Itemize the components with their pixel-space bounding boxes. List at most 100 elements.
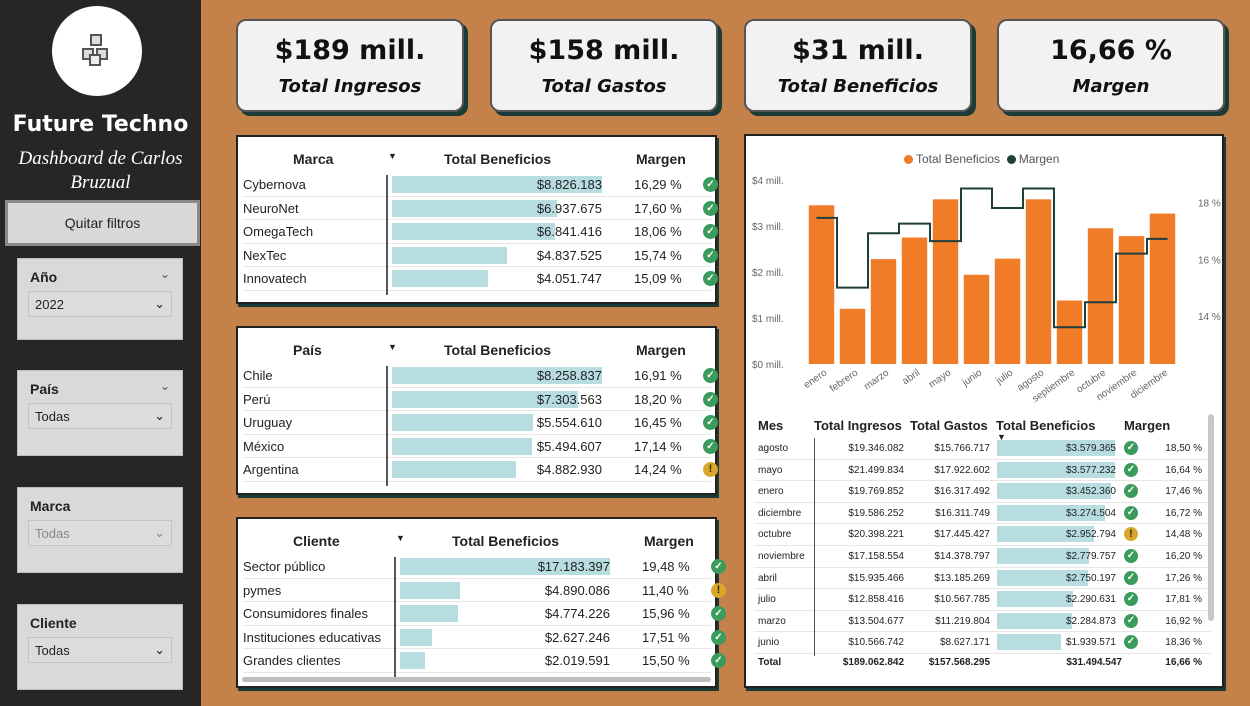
row-label: Grandes clientes bbox=[243, 653, 341, 669]
column-header[interactable]: País bbox=[293, 342, 322, 358]
table-row[interactable]: México $5.494.607 17,14 % ✓ bbox=[243, 435, 718, 459]
table-row[interactable]: Consumidores finales $4.774.226 15,96 % ✓ bbox=[243, 602, 726, 626]
table-row[interactable]: julio $12.858.416 $10.567.785 $2.290.631 ✓ 17… bbox=[754, 589, 1211, 611]
table-row[interactable]: NeuroNet $6.937.675 17,60 % ✓ bbox=[243, 197, 718, 221]
slicer-country-dropdown[interactable]: Todas ⌄ bbox=[28, 403, 172, 429]
column-header[interactable]: Total Beneficios bbox=[452, 533, 560, 549]
check-circle-icon: ✓ bbox=[703, 368, 718, 383]
check-circle-icon: ✓ bbox=[703, 391, 718, 407]
legend-label-beneficios: Total Beneficios bbox=[916, 152, 1001, 166]
column-header[interactable]: Total Beneficios bbox=[996, 418, 1096, 433]
column-header[interactable]: Margen bbox=[1124, 418, 1171, 433]
table-row[interactable]: Innovatech $4.051.747 15,09 % ✓ bbox=[243, 267, 718, 291]
sort-desc-icon: ▼ bbox=[388, 342, 397, 352]
x-tick-label: mayo bbox=[927, 367, 954, 390]
column-header[interactable]: Mes bbox=[758, 418, 784, 433]
table-row[interactable]: pymes $4.890.086 11,40 %! bbox=[243, 579, 726, 603]
row-beneficios: $3.274.504 bbox=[1065, 507, 1116, 519]
column-header[interactable]: Total Beneficios bbox=[444, 151, 552, 167]
slicer-client: Cliente Todas ⌄ bbox=[17, 604, 183, 690]
data-bar bbox=[997, 504, 1105, 521]
column-header[interactable]: Margen bbox=[636, 151, 686, 167]
table-row[interactable]: NexTec $4.837.525 15,74 % ✓ bbox=[243, 244, 718, 268]
table-row[interactable]: diciembre $19.586.252 $16.311.749 $3.274.50… bbox=[754, 503, 1211, 525]
column-header[interactable]: Margen bbox=[636, 342, 686, 358]
slicer-brand-dropdown[interactable]: Todas ⌄ bbox=[28, 520, 172, 546]
column-header[interactable]: Total Ingresos bbox=[814, 418, 902, 433]
legend-dot-beneficios bbox=[904, 155, 913, 164]
row-gastos: $8.627.171 bbox=[939, 637, 990, 649]
horizontal-scrollbar[interactable] bbox=[242, 677, 711, 682]
row-gastos: $17.922.602 bbox=[934, 464, 990, 476]
check-circle-icon: ✓ bbox=[703, 177, 718, 192]
chevron-down-icon[interactable]: ⌄ bbox=[159, 379, 170, 393]
row-month: marzo bbox=[758, 615, 786, 627]
bar-diciembre bbox=[1149, 213, 1176, 364]
table-row[interactable]: agosto $19.346.082 $15.766.717 $3.579.365 ✓ 1… bbox=[754, 438, 1211, 460]
table-row[interactable]: mayo $21.499.834 $17.922.602 $3.577.232 ✓ 16,… bbox=[754, 460, 1211, 482]
data-bar bbox=[400, 558, 610, 575]
table-row[interactable]: abril $15.935.466 $13.185.269 $2.750.197 ✓ 17… bbox=[754, 568, 1211, 590]
row-margin: 19,48 % bbox=[642, 559, 690, 574]
y-tick-label-left: $0 mill. bbox=[752, 360, 784, 371]
row-month: abril bbox=[758, 572, 777, 584]
column-header[interactable]: Margen bbox=[644, 533, 694, 549]
table-row[interactable]: noviembre $17.158.554 $14.378.797 $2.779.75… bbox=[754, 546, 1211, 568]
column-header[interactable]: Total Beneficios bbox=[444, 342, 552, 358]
row-month: mayo bbox=[758, 464, 783, 476]
row-margin: 18,36 % bbox=[1165, 637, 1202, 649]
row-ingresos: $21.499.834 bbox=[848, 464, 904, 476]
table-row[interactable]: Perú $7.303.563 18,20 % ✓ bbox=[243, 388, 718, 412]
check-circle-icon: ✓ bbox=[711, 559, 726, 574]
column-divider bbox=[394, 557, 396, 677]
month-table: Mes Total Ingresos Total Gastos Total Benef… bbox=[754, 414, 1211, 672]
client-table: Cliente Total Beneficios Margen ▼ Sector púb… bbox=[243, 525, 726, 677]
table-row[interactable]: Cybernova $8.826.183 16,29 % ✓ bbox=[243, 173, 718, 197]
table-row[interactable]: Chile $8.258.837 16,91 % ✓ bbox=[243, 364, 718, 388]
data-bar bbox=[400, 605, 458, 623]
table-row[interactable]: Grandes clientes $2.019.591 15,50 % ✓ bbox=[243, 649, 726, 673]
table-row[interactable]: enero $19.769.852 $16.317.492 $3.452.360 ✓ 17… bbox=[754, 481, 1211, 503]
row-margin: 18,50 % bbox=[1165, 443, 1202, 454]
vertical-scrollbar[interactable] bbox=[1208, 414, 1214, 621]
data-bar bbox=[400, 628, 432, 646]
clear-filters-button[interactable]: Quitar filtros bbox=[5, 200, 200, 246]
table-row[interactable]: junio $10.566.742 $8.627.171 $1.939.571 ✓ 18,… bbox=[754, 632, 1211, 654]
column-header[interactable]: Total Gastos bbox=[910, 418, 988, 433]
table-row[interactable]: OmegaTech $6.841.416 18,06 % ✓ bbox=[243, 220, 718, 244]
kpi-label: Margen bbox=[1072, 76, 1150, 97]
row-value: $4.837.525 bbox=[536, 247, 602, 263]
kpi-value: $158 mill. bbox=[528, 35, 680, 66]
column-header[interactable]: Marca bbox=[293, 151, 334, 167]
table-row[interactable]: Sector público $17.183.397 19,48 % ✓ bbox=[243, 555, 726, 579]
table-row[interactable]: Uruguay $5.554.610 16,45 % ✓ bbox=[243, 411, 718, 435]
check-circle-icon: ✓ bbox=[1124, 635, 1138, 650]
bar-enero bbox=[808, 205, 835, 364]
y-tick-label-left: $4 mill. bbox=[752, 176, 784, 187]
slicer-client-dropdown[interactable]: Todas ⌄ bbox=[28, 637, 172, 663]
column-header[interactable]: Cliente bbox=[293, 533, 340, 549]
table-row[interactable]: Instituciones educativas $2.627.246 17,51 … bbox=[243, 626, 726, 650]
check-circle-icon: ✓ bbox=[703, 224, 718, 240]
bar-febrero bbox=[839, 308, 866, 364]
row-value: $6.937.675 bbox=[536, 200, 602, 216]
sort-desc-icon: ▼ bbox=[396, 533, 405, 543]
row-beneficios: $3.452.360 bbox=[1065, 486, 1116, 498]
table-row[interactable]: Argentina $4.882.930 14,24 %! bbox=[243, 458, 718, 482]
data-bar bbox=[400, 581, 460, 599]
row-beneficios: $3.579.365 bbox=[1065, 443, 1116, 454]
row-beneficios: $2.290.631 bbox=[1065, 594, 1116, 606]
table-row[interactable]: octubre $20.398.221 $17.445.427 $2.952.794!… bbox=[754, 524, 1211, 546]
row-value: $17.183.397 bbox=[537, 559, 610, 574]
check-circle-icon: ✓ bbox=[703, 415, 718, 431]
row-month: junio bbox=[758, 637, 780, 649]
table-header: País Total Beneficios Margen ▼ bbox=[243, 334, 711, 364]
row-label: Sector público bbox=[243, 559, 326, 574]
chevron-down-icon[interactable]: ⌄ bbox=[159, 267, 170, 281]
row-value: $4.051.747 bbox=[536, 271, 602, 287]
row-value: $2.627.246 bbox=[544, 629, 610, 645]
table-row[interactable]: marzo $13.504.677 $11.219.804 $2.284.873 ✓ 16… bbox=[754, 611, 1211, 633]
row-month: julio bbox=[758, 594, 776, 606]
country-table: País Total Beneficios Margen ▼ Chile $8.258.8… bbox=[243, 334, 718, 486]
slicer-year-dropdown[interactable]: 2022 ⌄ bbox=[28, 291, 172, 317]
